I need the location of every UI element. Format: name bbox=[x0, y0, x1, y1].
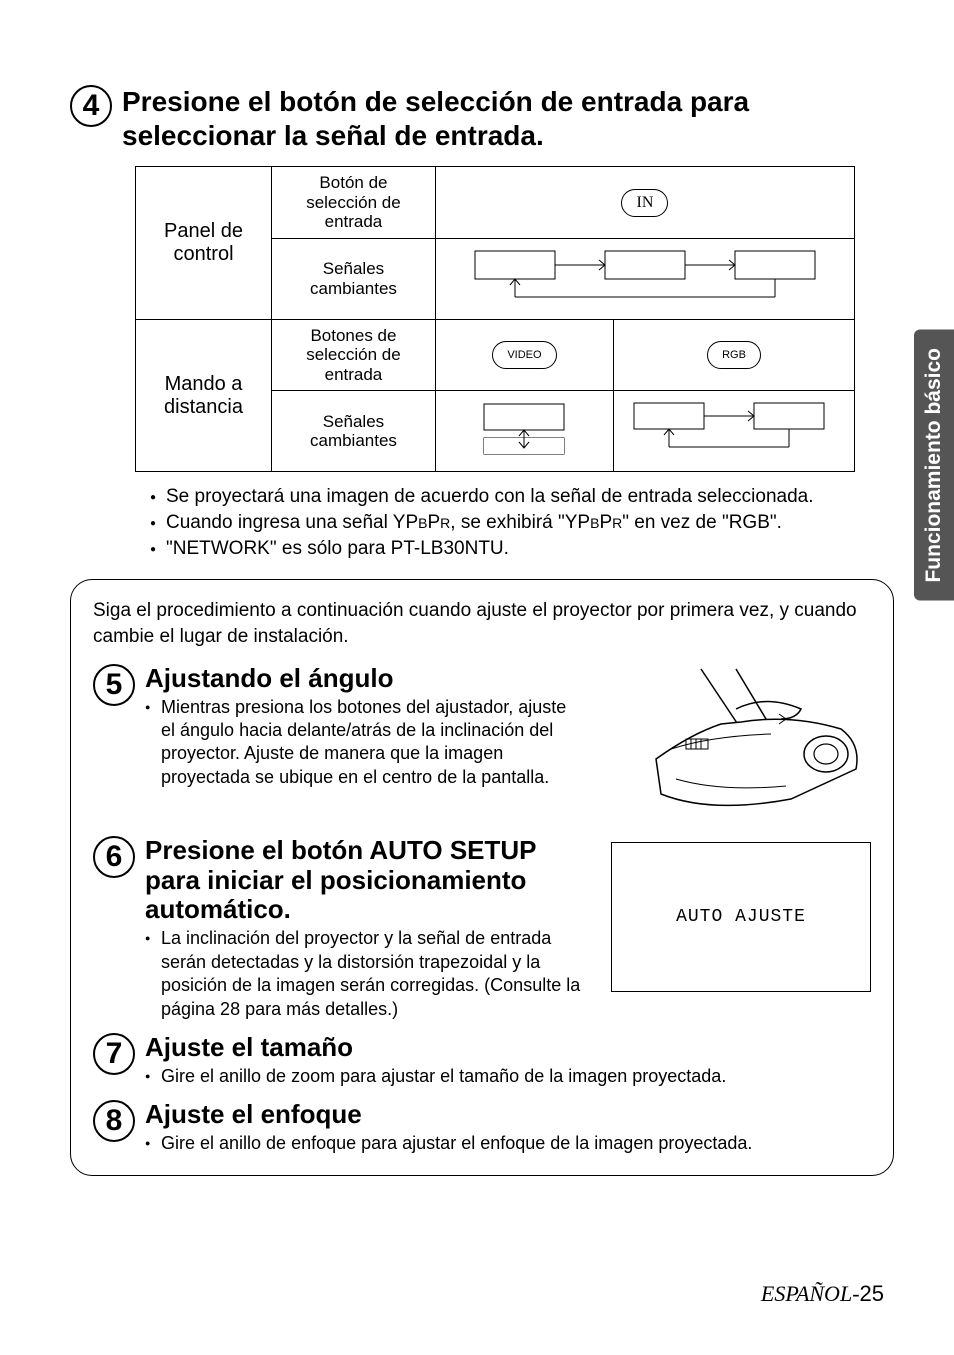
in-button-icon: IN bbox=[621, 189, 668, 217]
video-button-icon: VIDEO bbox=[492, 341, 556, 369]
cell-in-button: IN bbox=[435, 167, 854, 239]
cell-panel-diagram bbox=[435, 238, 854, 319]
row-panel-control: Panel de control bbox=[136, 167, 272, 320]
step5-title: Ajustando el ángulo bbox=[145, 664, 573, 694]
step8-num: 8 bbox=[93, 1100, 135, 1142]
step4-header: 4 Presione el botón de selección de entr… bbox=[70, 85, 894, 152]
step6-bullet: La inclinación del proyector y la señal … bbox=[145, 927, 593, 1021]
step6: 6 Presione el botón AUTO SETUP para inic… bbox=[93, 836, 871, 1021]
rgb-button-icon: RGB bbox=[707, 341, 761, 369]
step6-num: 6 bbox=[93, 836, 135, 878]
footer-page: 25 bbox=[860, 1281, 884, 1306]
step4-title: Presione el botón de selección de entrad… bbox=[122, 85, 894, 152]
cell-signals-panel: Señales cambiantes bbox=[272, 238, 436, 319]
step4-bullet-3: "NETWORK" es sólo para PT-LB30NTU. bbox=[150, 536, 894, 562]
cell-video-button: VIDEO bbox=[435, 319, 613, 391]
step5-num: 5 bbox=[93, 664, 135, 706]
step7-bullet: Gire el anillo de zoom para ajustar el t… bbox=[145, 1065, 871, 1088]
projector-illustration bbox=[591, 664, 871, 824]
step8-title: Ajuste el enfoque bbox=[145, 1100, 871, 1130]
step8: 8 Ajuste el enfoque Gire el anillo de en… bbox=[93, 1100, 871, 1155]
cell-signals-remote: Señales cambiantes bbox=[272, 391, 436, 472]
step5-bullet: Mientras presiona los botones del ajusta… bbox=[145, 696, 573, 790]
page-footer: ESPAÑOL-25 bbox=[761, 1281, 884, 1307]
step6-title: Presione el botón AUTO SETUP para inicia… bbox=[145, 836, 593, 926]
step4-num: 4 bbox=[70, 85, 112, 127]
cell-rgb-diagram bbox=[614, 391, 855, 472]
footer-sep: - bbox=[852, 1281, 859, 1306]
step5: 5 Ajustando el ángulo Mientras presiona … bbox=[93, 664, 871, 824]
cell-video-diagram bbox=[435, 391, 613, 472]
input-select-table: Panel de control Botón de selección de e… bbox=[135, 166, 855, 472]
cell-rgb-button: RGB bbox=[614, 319, 855, 391]
step8-bullet: Gire el anillo de enfoque para ajustar e… bbox=[145, 1132, 871, 1155]
step4-bullet-1: Se proyectará una imagen de acuerdo con … bbox=[150, 484, 894, 510]
group-intro: Siga el procedimiento a continuación cua… bbox=[93, 598, 871, 649]
cell-btn-label-panel: Botón de selección de entrada bbox=[272, 167, 436, 239]
footer-lang: ESPAÑOL bbox=[761, 1281, 852, 1306]
step4-bullet-2: Cuando ingresa una señal YPBPR, se exhib… bbox=[150, 510, 894, 536]
cell-btn-label-remote: Botones de selección de entrada bbox=[272, 319, 436, 391]
step7-num: 7 bbox=[93, 1033, 135, 1075]
row-remote: Mando a distancia bbox=[136, 319, 272, 472]
adjustment-group: Siga el procedimiento a continuación cua… bbox=[70, 579, 894, 1176]
step7: 7 Ajuste el tamaño Gire el anillo de zoo… bbox=[93, 1033, 871, 1088]
step4-bullets: Se proyectará una imagen de acuerdo con … bbox=[150, 484, 894, 561]
auto-setup-display: AUTO AJUSTE bbox=[611, 842, 871, 992]
step7-title: Ajuste el tamaño bbox=[145, 1033, 871, 1063]
